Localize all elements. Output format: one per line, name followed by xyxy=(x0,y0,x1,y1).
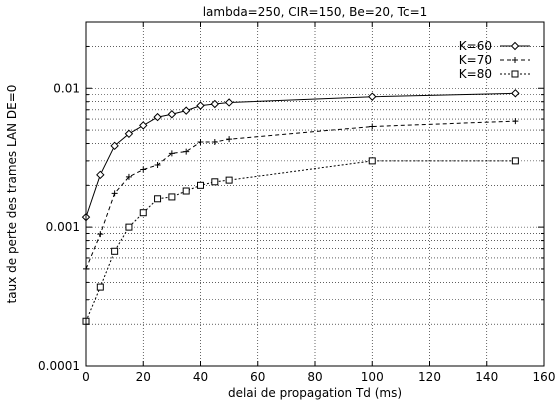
data-point-k-80 xyxy=(211,178,219,186)
y-tick-label: 0.0001 xyxy=(38,359,80,373)
legend-marker-k-80 xyxy=(511,70,519,78)
series-line-k-60 xyxy=(85,92,516,218)
series-line-k-80 xyxy=(85,160,516,322)
data-point-k-70 xyxy=(168,150,175,157)
x-axis-label: delai de propagation Td (ms) xyxy=(228,386,402,400)
x-tick-label: 40 xyxy=(193,370,208,384)
data-point-k-60 xyxy=(368,92,377,101)
data-point-k-70 xyxy=(111,190,118,197)
data-point-k-80 xyxy=(511,157,519,165)
series-k-80 xyxy=(82,157,519,325)
data-point-k-70 xyxy=(197,139,204,146)
legend-label: K=60 xyxy=(459,39,492,53)
data-point-k-80 xyxy=(139,209,147,217)
data-point-k-60 xyxy=(110,141,119,151)
data-point-k-70 xyxy=(125,173,132,180)
data-point-k-70 xyxy=(140,166,147,173)
data-point-k-80 xyxy=(154,195,162,203)
data-point-k-70 xyxy=(183,148,190,155)
data-point-k-60 xyxy=(181,106,191,115)
data-point-k-60 xyxy=(153,112,162,122)
data-point-k-70 xyxy=(97,231,104,238)
data-point-k-80 xyxy=(197,181,204,189)
series-layer xyxy=(81,89,520,325)
x-tick-label: 100 xyxy=(361,370,384,384)
y-tick-label: 0.001 xyxy=(46,220,80,234)
chart-title: lambda=250, CIR=150, Be=20, Tc=1 xyxy=(203,5,428,19)
data-point-k-70 xyxy=(369,123,376,130)
legend-marker-k-70 xyxy=(512,57,518,63)
data-point-k-60 xyxy=(511,89,520,98)
x-tick-label: 60 xyxy=(250,370,265,384)
series-k-60 xyxy=(81,89,520,222)
series-k-70 xyxy=(83,118,519,272)
data-point-k-70 xyxy=(154,162,161,169)
ticks: 0 20 40 60 80 100 120 140 160 0.0001 0.001 0.01 xyxy=(38,21,556,384)
data-point-k-60 xyxy=(124,129,134,139)
data-point-k-70 xyxy=(512,118,519,125)
data-point-k-60 xyxy=(139,121,148,130)
data-point-k-80 xyxy=(96,283,104,291)
legend-label: K=80 xyxy=(459,67,492,81)
data-point-k-80 xyxy=(182,187,190,195)
x-tick-label: 20 xyxy=(136,370,151,384)
legend-label: K=70 xyxy=(459,53,492,67)
data-point-k-80 xyxy=(168,193,176,201)
series-line-k-70 xyxy=(85,120,516,270)
legend-marker-k-60 xyxy=(510,41,520,51)
y-axis-label: taux de perte des trames LAN DE=0 xyxy=(5,85,19,304)
legend: K=60K=70K=80 xyxy=(459,39,530,81)
x-tick-label: 160 xyxy=(533,370,556,384)
x-tick-label: 120 xyxy=(418,370,441,384)
data-point-k-60 xyxy=(224,98,234,107)
data-point-k-60 xyxy=(196,101,205,110)
data-point-k-80 xyxy=(225,176,233,184)
x-tick-label: 140 xyxy=(475,370,498,384)
data-point-k-60 xyxy=(167,110,177,119)
x-tick-label: 0 xyxy=(82,370,90,384)
data-point-k-70 xyxy=(226,136,233,143)
data-point-k-60 xyxy=(210,99,220,109)
x-tick-label: 80 xyxy=(307,370,322,384)
data-point-k-80 xyxy=(111,247,119,255)
data-point-k-60 xyxy=(96,170,105,180)
data-point-k-80 xyxy=(125,223,133,231)
data-point-k-80 xyxy=(368,157,376,165)
data-point-k-70 xyxy=(211,139,218,146)
y-tick-label: 0.01 xyxy=(53,81,80,95)
